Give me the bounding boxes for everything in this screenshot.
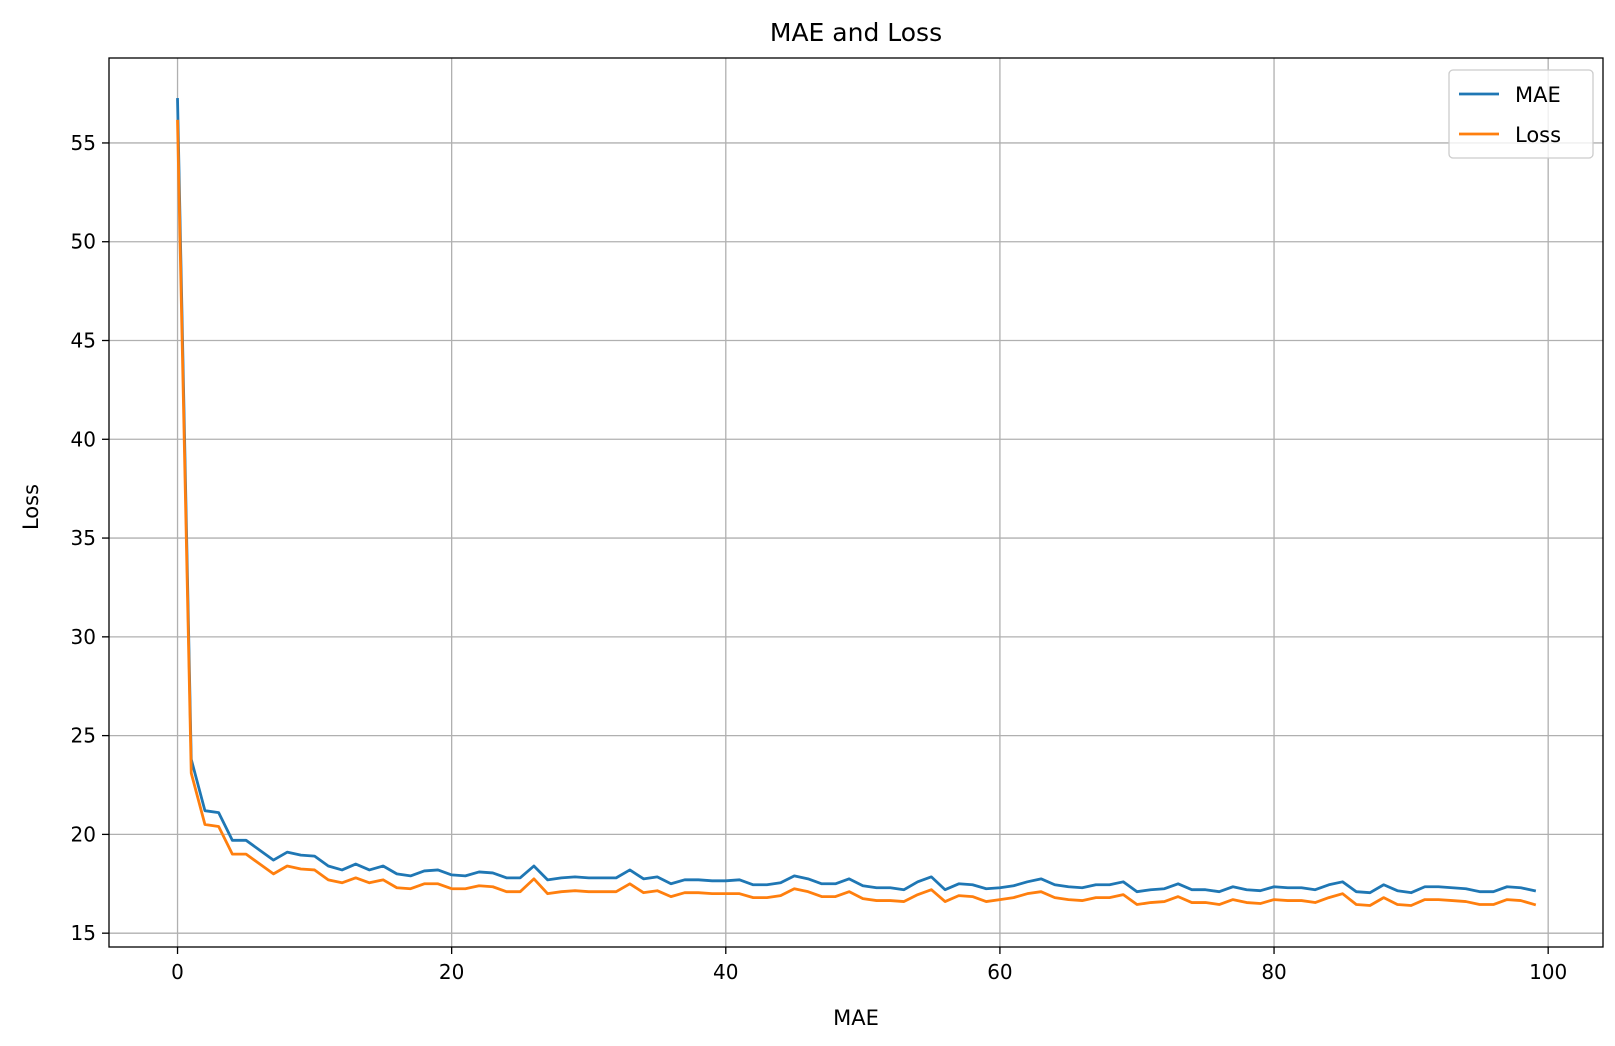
chart-title: MAE and Loss (770, 18, 942, 47)
y-axis-label: Loss (19, 484, 43, 530)
series-lines (176, 98, 1537, 907)
y-tick-label: 50 (71, 230, 96, 254)
grid (109, 58, 1603, 947)
y-tick-label: 15 (71, 921, 96, 945)
y-tick-label: 45 (71, 329, 96, 353)
x-tick-label: 100 (1529, 960, 1567, 984)
legend-label-mae: MAE (1515, 83, 1561, 107)
y-tick-label: 25 (71, 724, 96, 748)
plot-frame (108, 57, 1604, 948)
x-tick-label: 60 (987, 960, 1012, 984)
series-line-mae (176, 98, 1537, 895)
legend-box (1448, 69, 1594, 159)
y-tick-label: 35 (71, 526, 96, 550)
y-axis: 15 20 25 30 35 40 45 50 55 (71, 131, 109, 945)
y-tick-label: 20 (71, 822, 96, 846)
x-axis: 0 20 40 60 80 100 (171, 947, 1567, 984)
y-tick-label: 55 (71, 131, 96, 155)
x-tick-label: 40 (713, 960, 738, 984)
x-tick-label: 80 (1261, 960, 1286, 984)
y-tick-label: 30 (71, 625, 96, 649)
x-axis-label: MAE (833, 1006, 879, 1030)
legend: MAE Loss (1448, 69, 1594, 159)
series-line-loss (176, 119, 1537, 907)
x-tick-label: 0 (171, 960, 184, 984)
y-tick-label: 40 (71, 427, 96, 451)
legend-label-loss: Loss (1515, 123, 1561, 147)
x-tick-label: 20 (439, 960, 464, 984)
